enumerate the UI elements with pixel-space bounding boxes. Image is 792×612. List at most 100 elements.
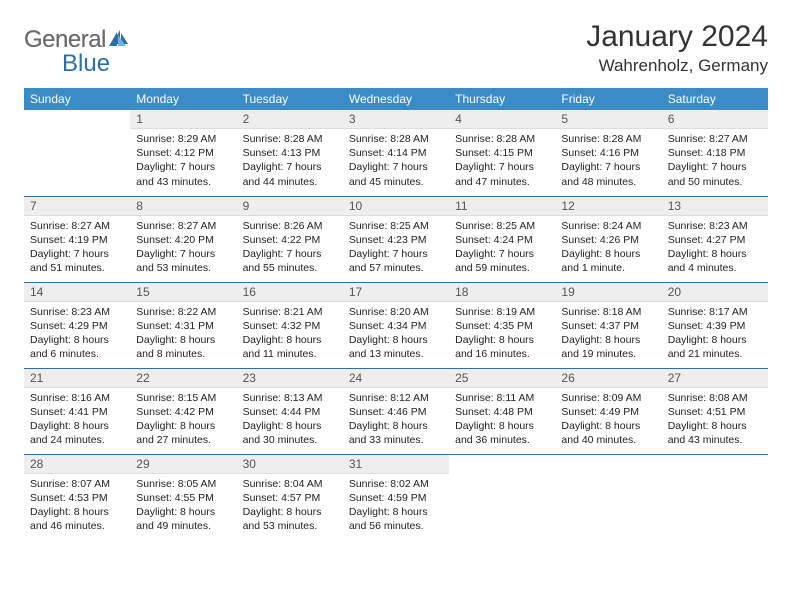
day-details: Sunrise: 8:09 AMSunset: 4:49 PMDaylight:…	[555, 388, 661, 452]
day-details: Sunrise: 8:08 AMSunset: 4:51 PMDaylight:…	[662, 388, 768, 452]
calendar-day-cell	[555, 454, 661, 540]
daylight-text: Daylight: 8 hours and 8 minutes.	[136, 333, 230, 361]
daylight-text: Daylight: 7 hours and 48 minutes.	[561, 160, 655, 188]
calendar-day-cell: 25Sunrise: 8:11 AMSunset: 4:48 PMDayligh…	[449, 368, 555, 454]
sunset-text: Sunset: 4:59 PM	[349, 491, 443, 505]
day-details: Sunrise: 8:27 AMSunset: 4:18 PMDaylight:…	[662, 129, 768, 193]
day-details: Sunrise: 8:21 AMSunset: 4:32 PMDaylight:…	[237, 302, 343, 366]
daylight-text: Daylight: 8 hours and 33 minutes.	[349, 419, 443, 447]
calendar-day-cell	[449, 454, 555, 540]
calendar-day-cell: 26Sunrise: 8:09 AMSunset: 4:49 PMDayligh…	[555, 368, 661, 454]
sunset-text: Sunset: 4:13 PM	[243, 146, 337, 160]
sunrise-text: Sunrise: 8:15 AM	[136, 391, 230, 405]
calendar-day-cell: 23Sunrise: 8:13 AMSunset: 4:44 PMDayligh…	[237, 368, 343, 454]
daylight-text: Daylight: 8 hours and 30 minutes.	[243, 419, 337, 447]
day-header-fri: Friday	[555, 88, 661, 110]
calendar-day-cell: 17Sunrise: 8:20 AMSunset: 4:34 PMDayligh…	[343, 282, 449, 368]
sunrise-text: Sunrise: 8:26 AM	[243, 219, 337, 233]
day-number: 18	[449, 283, 555, 302]
calendar-day-cell: 22Sunrise: 8:15 AMSunset: 4:42 PMDayligh…	[130, 368, 236, 454]
day-number: 13	[662, 197, 768, 216]
day-details: Sunrise: 8:27 AMSunset: 4:19 PMDaylight:…	[24, 216, 130, 280]
sunrise-text: Sunrise: 8:08 AM	[668, 391, 762, 405]
day-details: Sunrise: 8:23 AMSunset: 4:27 PMDaylight:…	[662, 216, 768, 280]
day-number: 11	[449, 197, 555, 216]
daylight-text: Daylight: 8 hours and 43 minutes.	[668, 419, 762, 447]
sunset-text: Sunset: 4:24 PM	[455, 233, 549, 247]
calendar-day-cell: 28Sunrise: 8:07 AMSunset: 4:53 PMDayligh…	[24, 454, 130, 540]
calendar-week-row: 28Sunrise: 8:07 AMSunset: 4:53 PMDayligh…	[24, 454, 768, 540]
calendar-day-cell: 8Sunrise: 8:27 AMSunset: 4:20 PMDaylight…	[130, 196, 236, 282]
sunrise-text: Sunrise: 8:16 AM	[30, 391, 124, 405]
calendar-day-cell: 27Sunrise: 8:08 AMSunset: 4:51 PMDayligh…	[662, 368, 768, 454]
calendar-day-cell: 30Sunrise: 8:04 AMSunset: 4:57 PMDayligh…	[237, 454, 343, 540]
day-number: 22	[130, 369, 236, 388]
daylight-text: Daylight: 7 hours and 59 minutes.	[455, 247, 549, 275]
sunrise-text: Sunrise: 8:11 AM	[455, 391, 549, 405]
sunrise-text: Sunrise: 8:29 AM	[136, 132, 230, 146]
title-block: January 2024 Wahrenholz, Germany	[586, 20, 768, 76]
day-number: 15	[130, 283, 236, 302]
daylight-text: Daylight: 7 hours and 50 minutes.	[668, 160, 762, 188]
day-number: 10	[343, 197, 449, 216]
calendar-day-cell: 31Sunrise: 8:02 AMSunset: 4:59 PMDayligh…	[343, 454, 449, 540]
calendar-day-cell: 24Sunrise: 8:12 AMSunset: 4:46 PMDayligh…	[343, 368, 449, 454]
daylight-text: Daylight: 8 hours and 36 minutes.	[455, 419, 549, 447]
sunrise-text: Sunrise: 8:19 AM	[455, 305, 549, 319]
sunset-text: Sunset: 4:15 PM	[455, 146, 549, 160]
day-details: Sunrise: 8:07 AMSunset: 4:53 PMDaylight:…	[24, 474, 130, 538]
sunset-text: Sunset: 4:16 PM	[561, 146, 655, 160]
sunset-text: Sunset: 4:26 PM	[561, 233, 655, 247]
daylight-text: Daylight: 8 hours and 11 minutes.	[243, 333, 337, 361]
day-number: 31	[343, 455, 449, 474]
daylight-text: Daylight: 8 hours and 19 minutes.	[561, 333, 655, 361]
day-number: 20	[662, 283, 768, 302]
sunset-text: Sunset: 4:39 PM	[668, 319, 762, 333]
day-header-tue: Tuesday	[237, 88, 343, 110]
calendar-day-cell: 11Sunrise: 8:25 AMSunset: 4:24 PMDayligh…	[449, 196, 555, 282]
logo-sail-icon	[108, 31, 128, 52]
day-details: Sunrise: 8:23 AMSunset: 4:29 PMDaylight:…	[24, 302, 130, 366]
sunrise-text: Sunrise: 8:28 AM	[561, 132, 655, 146]
calendar-day-cell: 19Sunrise: 8:18 AMSunset: 4:37 PMDayligh…	[555, 282, 661, 368]
calendar-day-cell: 3Sunrise: 8:28 AMSunset: 4:14 PMDaylight…	[343, 110, 449, 196]
day-number: 1	[130, 110, 236, 129]
calendar-day-cell: 15Sunrise: 8:22 AMSunset: 4:31 PMDayligh…	[130, 282, 236, 368]
sunset-text: Sunset: 4:35 PM	[455, 319, 549, 333]
daylight-text: Daylight: 7 hours and 57 minutes.	[349, 247, 443, 275]
calendar-day-cell: 1Sunrise: 8:29 AMSunset: 4:12 PMDaylight…	[130, 110, 236, 196]
day-details: Sunrise: 8:29 AMSunset: 4:12 PMDaylight:…	[130, 129, 236, 193]
day-number: 16	[237, 283, 343, 302]
sunrise-text: Sunrise: 8:04 AM	[243, 477, 337, 491]
daylight-text: Daylight: 8 hours and 46 minutes.	[30, 505, 124, 533]
day-number: 28	[24, 455, 130, 474]
daylight-text: Daylight: 8 hours and 13 minutes.	[349, 333, 443, 361]
calendar-day-cell: 4Sunrise: 8:28 AMSunset: 4:15 PMDaylight…	[449, 110, 555, 196]
calendar-day-cell	[24, 110, 130, 196]
daylight-text: Daylight: 8 hours and 1 minute.	[561, 247, 655, 275]
sunrise-text: Sunrise: 8:27 AM	[30, 219, 124, 233]
day-number: 17	[343, 283, 449, 302]
calendar-day-cell	[662, 454, 768, 540]
day-details: Sunrise: 8:20 AMSunset: 4:34 PMDaylight:…	[343, 302, 449, 366]
day-details: Sunrise: 8:02 AMSunset: 4:59 PMDaylight:…	[343, 474, 449, 538]
sunrise-text: Sunrise: 8:28 AM	[243, 132, 337, 146]
calendar-day-cell: 20Sunrise: 8:17 AMSunset: 4:39 PMDayligh…	[662, 282, 768, 368]
daylight-text: Daylight: 7 hours and 45 minutes.	[349, 160, 443, 188]
daylight-text: Daylight: 8 hours and 40 minutes.	[561, 419, 655, 447]
day-details: Sunrise: 8:13 AMSunset: 4:44 PMDaylight:…	[237, 388, 343, 452]
day-details: Sunrise: 8:24 AMSunset: 4:26 PMDaylight:…	[555, 216, 661, 280]
day-details: Sunrise: 8:28 AMSunset: 4:16 PMDaylight:…	[555, 129, 661, 193]
sunrise-text: Sunrise: 8:27 AM	[136, 219, 230, 233]
sunset-text: Sunset: 4:49 PM	[561, 405, 655, 419]
calendar-day-cell: 16Sunrise: 8:21 AMSunset: 4:32 PMDayligh…	[237, 282, 343, 368]
day-number: 2	[237, 110, 343, 129]
day-number: 19	[555, 283, 661, 302]
day-details: Sunrise: 8:27 AMSunset: 4:20 PMDaylight:…	[130, 216, 236, 280]
calendar-day-cell: 5Sunrise: 8:28 AMSunset: 4:16 PMDaylight…	[555, 110, 661, 196]
day-number: 14	[24, 283, 130, 302]
sunset-text: Sunset: 4:18 PM	[668, 146, 762, 160]
day-number: 27	[662, 369, 768, 388]
calendar-day-cell: 9Sunrise: 8:26 AMSunset: 4:22 PMDaylight…	[237, 196, 343, 282]
sunrise-text: Sunrise: 8:12 AM	[349, 391, 443, 405]
